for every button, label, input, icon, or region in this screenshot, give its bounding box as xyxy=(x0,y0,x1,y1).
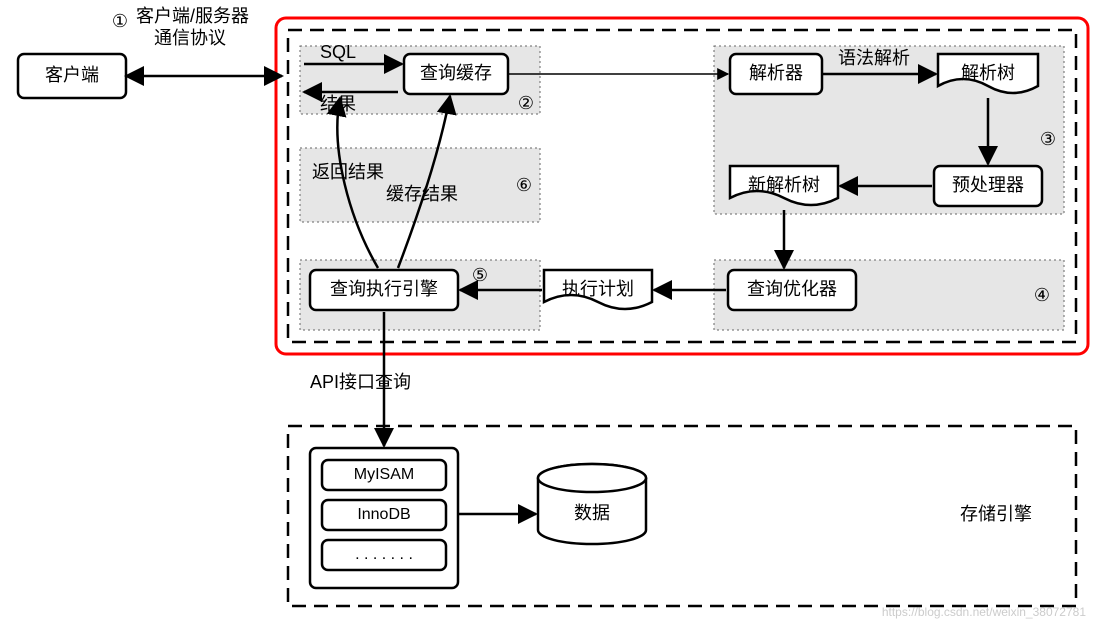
api-label: API接口查询 xyxy=(310,372,411,392)
num-6: ⑥ xyxy=(516,175,532,195)
num-2: ② xyxy=(518,93,534,113)
num-1: ① xyxy=(112,11,128,31)
exec-plan-node: 执行计划 xyxy=(544,270,652,309)
parse-tree-label: 解析树 xyxy=(961,63,1015,83)
innodb-label: InnoDB xyxy=(357,506,410,523)
parser-label: 解析器 xyxy=(749,63,803,83)
new-parse-tree-label: 新解析树 xyxy=(748,175,820,195)
dots-label: . . . . . . . xyxy=(355,546,413,563)
data-label: 数据 xyxy=(574,503,610,523)
storage-engine-label: 存储引擎 xyxy=(960,504,1032,524)
num-3: ③ xyxy=(1040,129,1056,149)
num-5: ⑤ xyxy=(472,265,488,285)
preprocessor-label: 预处理器 xyxy=(952,175,1024,195)
syntax-parse-label: 语法解析 xyxy=(838,48,910,68)
exec-plan-label: 执行计划 xyxy=(562,279,634,299)
watermark-text: https://blog.csdn.net/weixin_38072781 xyxy=(882,605,1086,619)
query-cache-label: 查询缓存 xyxy=(420,63,492,83)
diagram-canvas: 客户端 查询缓存 ② 解析器 解析树 预处理器 新解析树 ③ ⑥ 返回结果 缓存… xyxy=(0,0,1096,635)
protocol-label-2: 通信协议 xyxy=(154,28,226,48)
optimizer-label: 查询优化器 xyxy=(747,279,837,299)
num-4: ④ xyxy=(1034,285,1050,305)
myisam-label: MyISAM xyxy=(354,466,414,483)
client-label: 客户端 xyxy=(45,65,99,85)
data-cylinder: 数据 xyxy=(538,464,646,544)
return-result-label: 返回结果 xyxy=(312,162,384,182)
sql-label: SQL xyxy=(320,42,356,62)
protocol-label-1: 客户端/服务器 xyxy=(136,6,249,26)
exec-engine-label: 查询执行引擎 xyxy=(330,279,438,299)
